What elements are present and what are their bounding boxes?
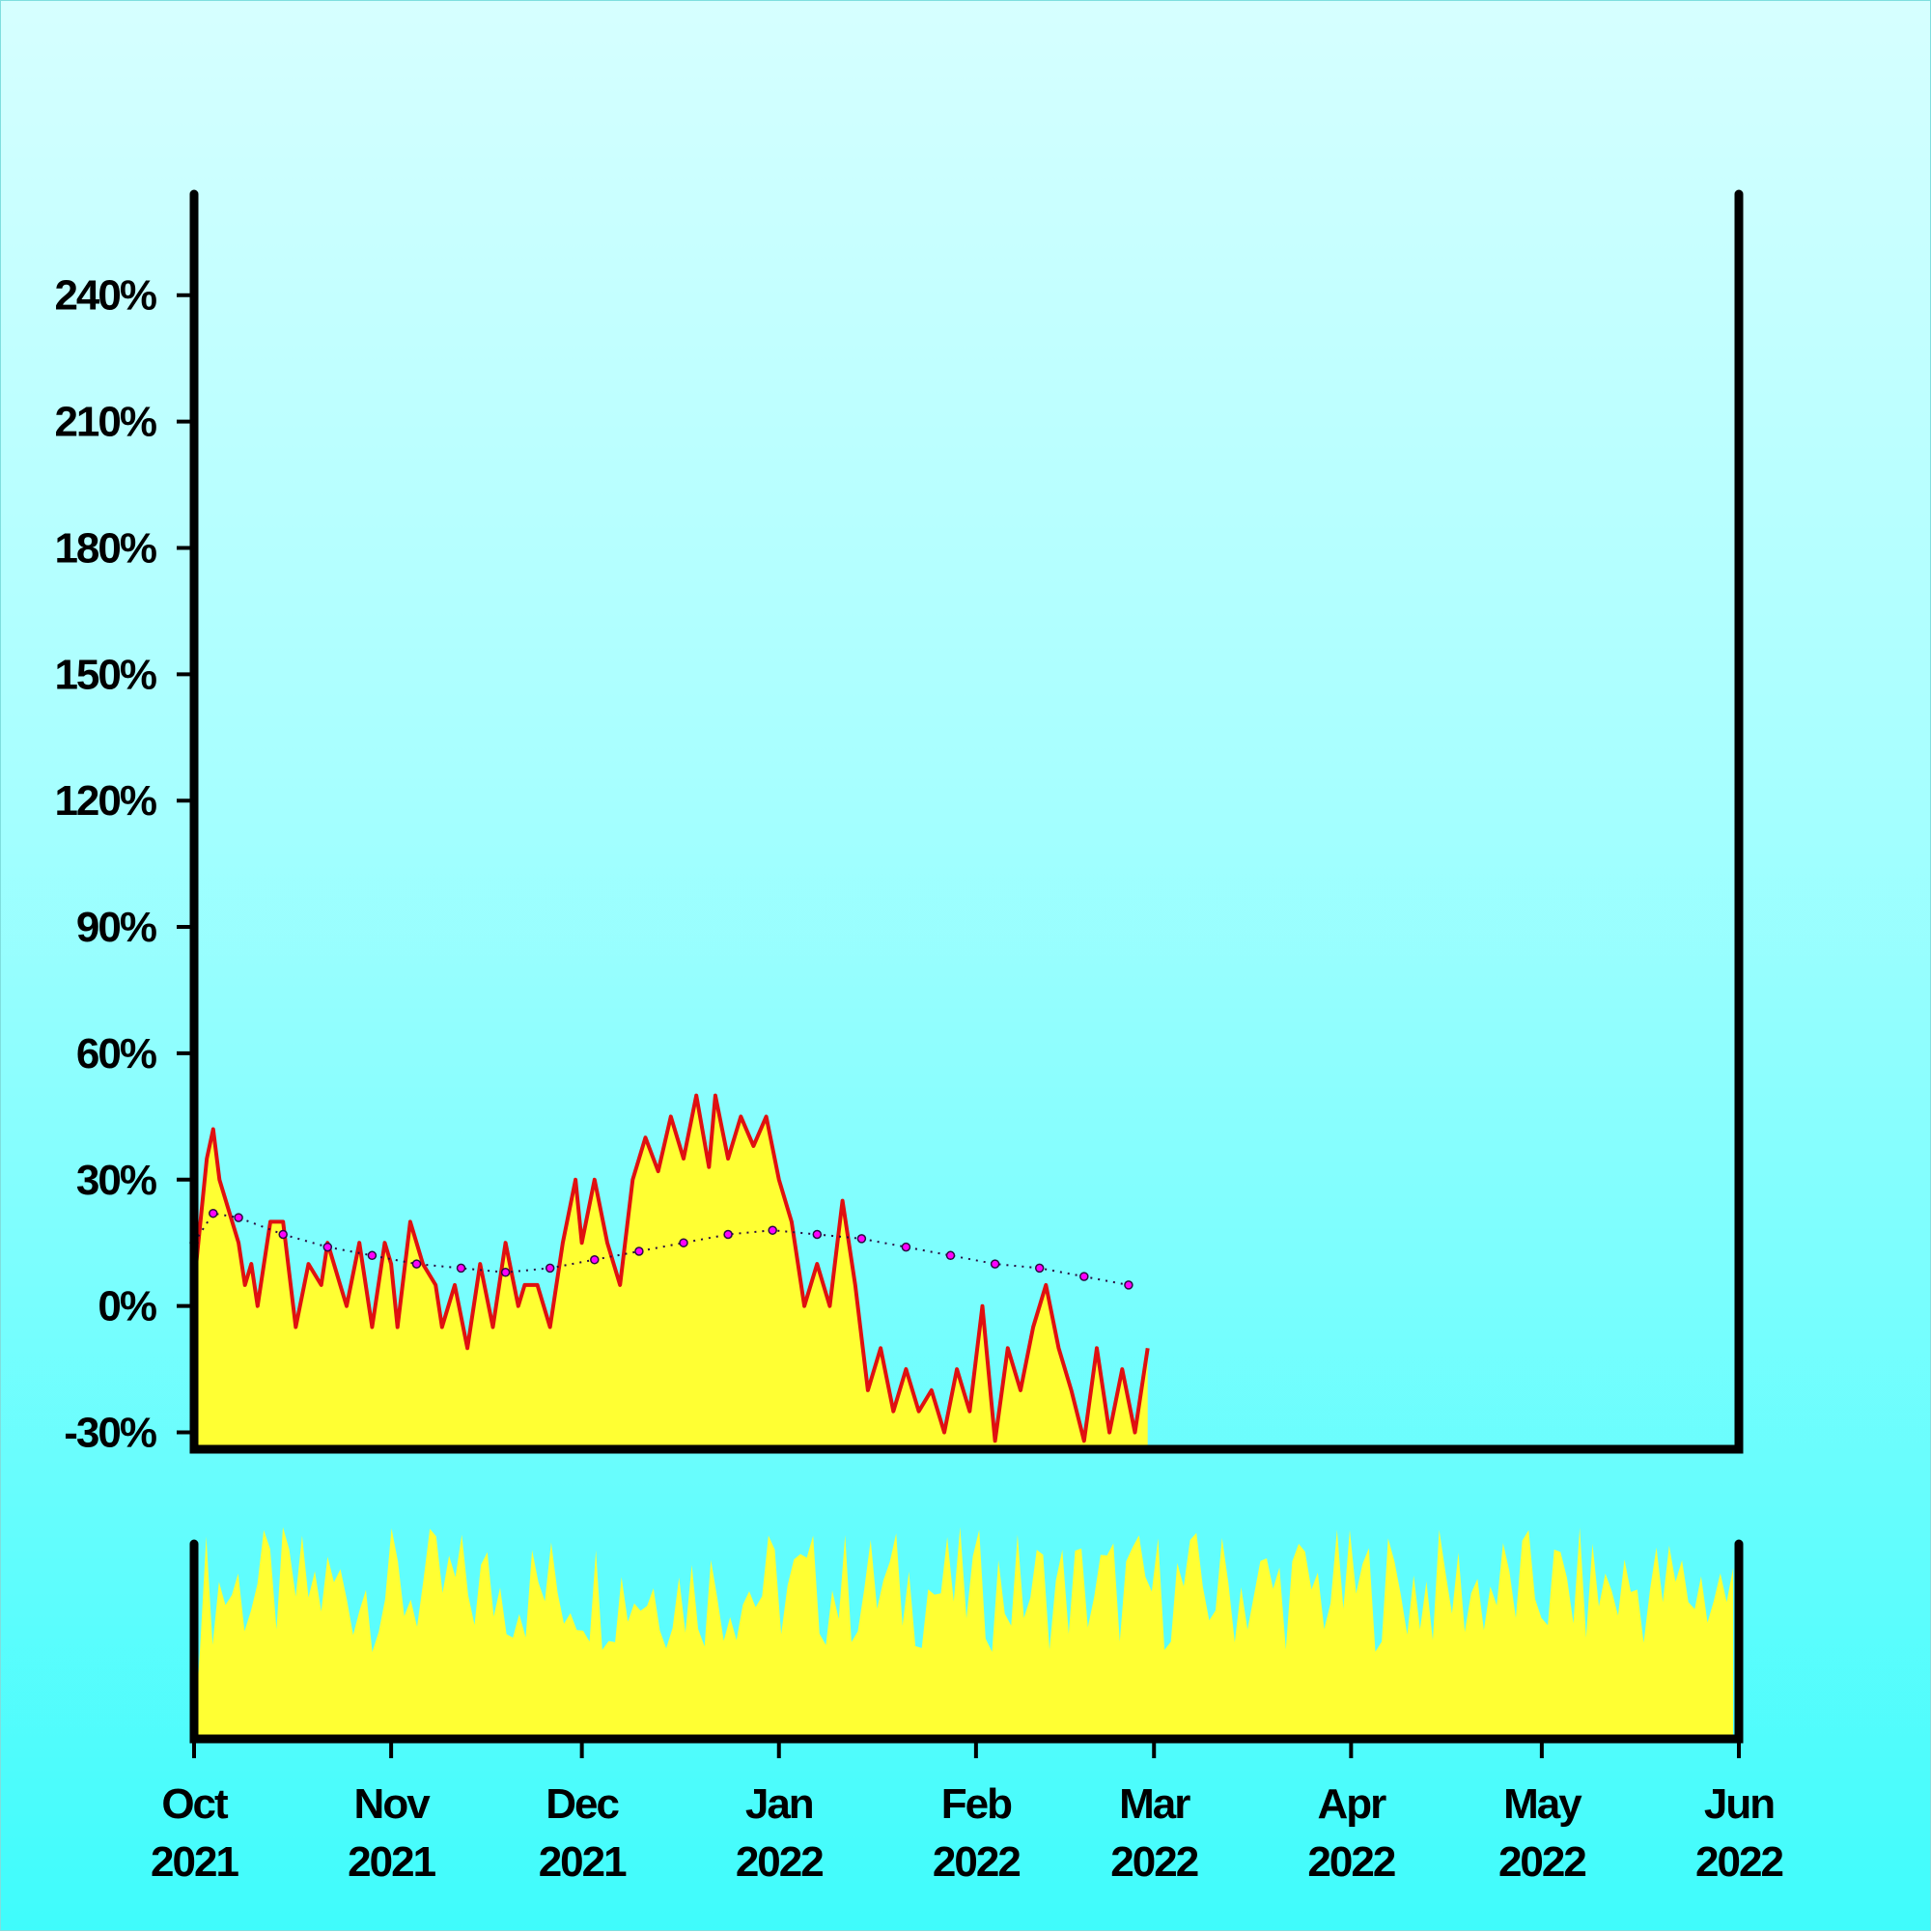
main-plot-frame [189, 189, 1744, 1454]
x-tick-month-label: Feb [941, 1780, 1012, 1828]
y-tick-label: 90% [76, 904, 156, 951]
moving-average-point-7 [456, 1263, 466, 1274]
price-area [194, 1095, 1148, 1449]
y-tick-label: 150% [54, 651, 155, 698]
y-tick-label: 180% [54, 524, 155, 572]
y-tick-layer: 240% 210% 180% 150% 120% 90% 60% 30% 0% -30% [54, 272, 194, 1457]
y-tick-label: 240% [54, 272, 155, 320]
x-tick-year-label: 2022 [1307, 1838, 1394, 1886]
x-tick-year-label: 2022 [933, 1838, 1020, 1886]
volume-area [194, 1526, 1733, 1739]
moving-average-point-4 [322, 1242, 333, 1252]
x-tick-month-label: May [1503, 1780, 1582, 1828]
price-line [192, 1093, 1150, 1443]
x-tick-year-label: 2021 [151, 1838, 238, 1886]
x-tick-month-label: Apr [1317, 1780, 1386, 1828]
moving-average-point-18 [945, 1250, 956, 1261]
x-tick-year-label: 2022 [736, 1838, 823, 1886]
moving-average-point-13 [723, 1229, 733, 1240]
moving-average-point-22 [1124, 1280, 1133, 1290]
x-tick-year-label: 2022 [1110, 1838, 1197, 1886]
moving-average-point-14 [768, 1225, 777, 1235]
x-tick-month-label: Oct [161, 1780, 229, 1828]
y-tick-label: 0% [98, 1283, 155, 1330]
x-tick-month-label: Dec [546, 1780, 619, 1828]
x-tick-year-label: 2021 [348, 1838, 435, 1886]
x-tick-month-label: Jan [745, 1780, 813, 1828]
y-tick-label: -30% [64, 1410, 156, 1457]
moving-average-point-8 [500, 1268, 511, 1277]
moving-average-point-19 [990, 1259, 1000, 1269]
moving-average-point-11 [634, 1246, 644, 1256]
price-area-layer [194, 1095, 1148, 1449]
moving-average-point-3 [278, 1229, 288, 1240]
moving-average-point-2 [234, 1213, 243, 1222]
volume-layer [194, 1526, 1733, 1739]
moving-average-point-16 [856, 1234, 867, 1244]
y-tick-label: 30% [76, 1157, 156, 1204]
moving-average-point-12 [679, 1238, 688, 1247]
x-tick-layer: Oct 2021 Nov 2021 Dec 2021 Jan 2022 Feb 2022 Mar 20… [151, 1739, 1784, 1886]
moving-average-point-20 [1034, 1263, 1045, 1274]
moving-average-point-15 [812, 1229, 823, 1240]
volume-panel-frame [189, 1539, 1744, 1744]
x-tick-year-label: 2022 [1695, 1838, 1782, 1886]
moving-average-point-1 [209, 1208, 218, 1218]
moving-average-line [193, 1212, 1130, 1286]
x-tick-year-label: 2022 [1498, 1838, 1585, 1886]
axis-layer [189, 189, 1744, 1744]
moving-average-point-6 [411, 1259, 422, 1269]
y-tick-label: 120% [54, 777, 155, 825]
x-tick-month-label: Jun [1704, 1780, 1774, 1828]
y-tick-label: 60% [76, 1030, 156, 1078]
y-tick-label: 210% [54, 399, 155, 446]
x-tick-month-label: Mar [1119, 1780, 1190, 1828]
x-tick-month-label: Nov [354, 1780, 432, 1828]
x-tick-year-label: 2021 [539, 1838, 627, 1886]
moving-average-point-17 [901, 1242, 911, 1252]
moving-average-point-21 [1079, 1272, 1089, 1281]
moving-average-point-9 [545, 1263, 555, 1274]
moving-average-point-5 [367, 1250, 378, 1261]
price-line-layer [192, 1093, 1150, 1443]
moving-average-layer [189, 1208, 1133, 1290]
moving-average-point-10 [590, 1254, 600, 1265]
